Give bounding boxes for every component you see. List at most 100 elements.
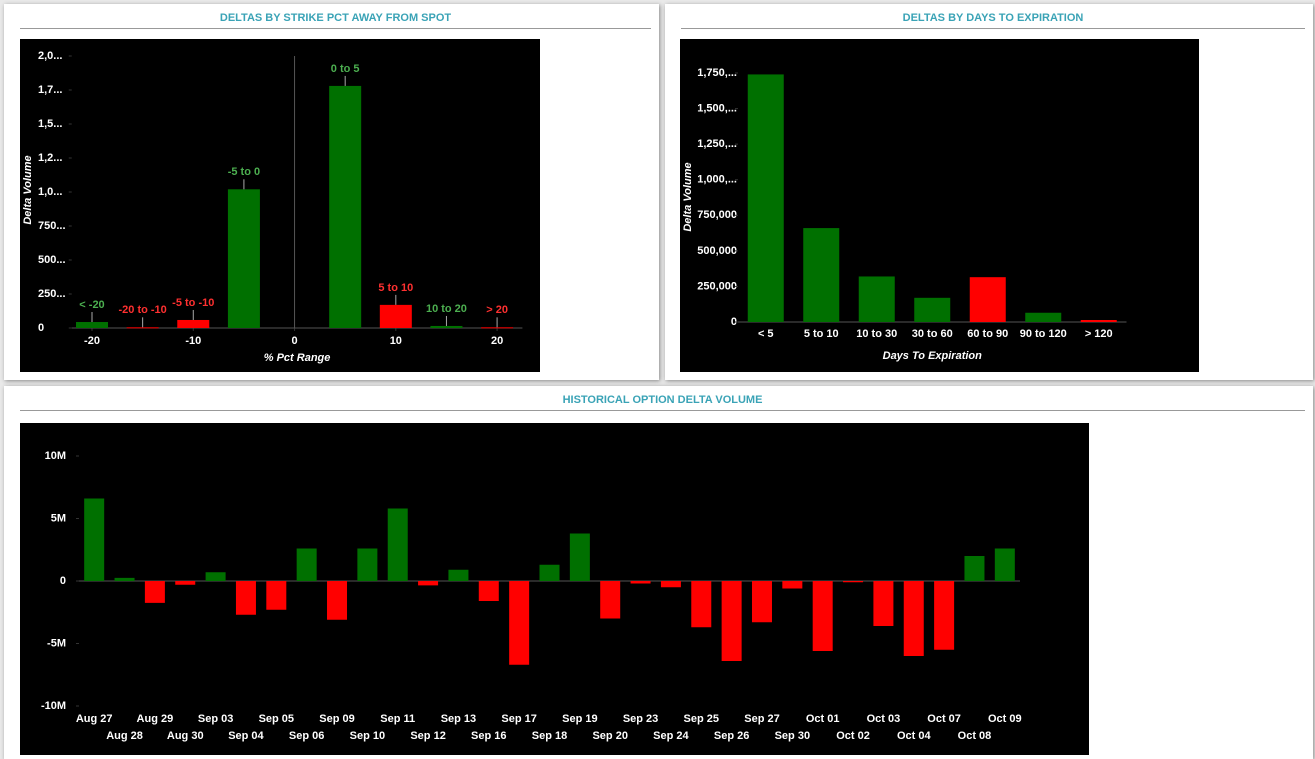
y-tick-label: 0 (38, 322, 44, 334)
bar (1080, 320, 1117, 322)
bar (539, 564, 560, 581)
x-tick-label: Sep 11 (380, 713, 415, 725)
bar (478, 581, 499, 601)
bar (903, 581, 924, 656)
y-tick-label: 0 (731, 316, 737, 328)
y-tick-label: 750,000 (697, 209, 737, 221)
bar-label: -5 to -10 (172, 297, 214, 309)
panel: HISTORICAL OPTION DELTA VOLUME -10M -5M 0 5… (4, 386, 1313, 759)
panel-title: DELTAS BY DAYS TO EXPIRATION (681, 12, 1305, 29)
bar (175, 581, 196, 585)
bar (235, 581, 256, 615)
bar (481, 327, 514, 329)
x-tick-label: Sep 09 (319, 713, 354, 725)
x-tick-label: Sep 05 (259, 713, 294, 725)
bar (144, 581, 165, 603)
bar-label: 5 to 10 (378, 282, 413, 294)
x-tick-label: Oct 03 (867, 713, 901, 725)
x-tick-label: Sep 04 (228, 730, 264, 742)
y-tick-label: 2,0... (38, 50, 62, 62)
x-tick-label: 60 to 90 (967, 328, 1008, 340)
x-tick-label: Oct 01 (806, 713, 840, 725)
x-tick-label: Sep 20 (592, 730, 627, 742)
bar (126, 327, 159, 329)
y-tick-label: -5M (47, 637, 66, 649)
bar (84, 498, 105, 581)
bar (721, 581, 742, 661)
y-tick-label: 500... (38, 254, 66, 266)
x-tick-label: 10 to 30 (856, 328, 897, 340)
bar-label: 0 to 5 (331, 63, 360, 75)
bar (76, 322, 109, 328)
bar (177, 319, 210, 328)
x-tick-label: Sep 23 (623, 713, 658, 725)
y-tick-label: 250,000 (697, 280, 737, 292)
x-tick-label: Aug 30 (167, 730, 204, 742)
bar (747, 74, 784, 322)
y-axis-title: Delta Volume (22, 155, 34, 224)
y-tick-label: 10M (45, 450, 66, 462)
y-tick-label: 1,0... (38, 186, 62, 198)
y-tick-label: 500,000 (697, 245, 737, 257)
x-tick-label: Oct 08 (958, 730, 992, 742)
bar (934, 581, 955, 650)
bar (327, 581, 348, 620)
x-tick-label: Sep 24 (653, 730, 689, 742)
y-tick-label: 0 (60, 575, 66, 587)
bar-label: > 20 (486, 304, 508, 316)
bar-label: 10 to 20 (426, 303, 467, 315)
bar (873, 581, 894, 626)
x-tick-label: Sep 19 (562, 713, 597, 725)
bar-label: -5 to 0 (228, 166, 260, 178)
x-tick-label: 5 to 10 (804, 328, 839, 340)
x-tick-label: Sep 26 (714, 730, 749, 742)
panel-title: HISTORICAL OPTION DELTA VOLUME (20, 394, 1305, 411)
bar (660, 581, 681, 588)
bar (509, 581, 530, 665)
panel-title: DELTAS BY STRIKE PCT AWAY FROM SPOT (20, 12, 651, 29)
x-tick-label: Oct 07 (927, 713, 961, 725)
bar-label: -20 to -10 (118, 304, 166, 316)
y-tick-label: 1,250,... (697, 138, 737, 150)
x-tick-label: Sep 17 (501, 713, 536, 725)
y-tick-label: 1,2... (38, 152, 62, 164)
x-tick-label: Sep 30 (775, 730, 810, 742)
bar (630, 581, 651, 584)
bar (994, 548, 1015, 581)
x-tick-label: 10 (390, 335, 402, 347)
bar (843, 581, 864, 583)
y-tick-label: -10M (41, 700, 66, 712)
y-tick-label: 1,500,... (697, 102, 737, 114)
bar (205, 572, 226, 581)
bar (803, 228, 840, 322)
x-tick-label: Aug 27 (76, 713, 113, 725)
x-tick-label: Sep 10 (350, 730, 385, 742)
bar (782, 581, 803, 589)
bar (448, 569, 469, 581)
x-tick-label: Aug 29 (137, 713, 174, 725)
chart: 0 250... 500... 750... 1,0... 1,2... 1,5... 1,7… (20, 39, 540, 372)
x-tick-label: 30 to 60 (912, 328, 953, 340)
bar (751, 581, 772, 623)
x-tick-label: Aug 28 (106, 730, 143, 742)
bar (266, 581, 287, 610)
bar-label: < -20 (79, 299, 104, 311)
x-tick-label: Sep 03 (198, 713, 233, 725)
y-tick-label: 750... (38, 220, 66, 232)
y-tick-label: 5M (51, 512, 66, 524)
panel: DELTAS BY DAYS TO EXPIRATION 0 250,000 500… (665, 4, 1313, 380)
bar (691, 581, 712, 628)
x-tick-label: > 120 (1085, 328, 1113, 340)
x-tick-label: Sep 13 (441, 713, 476, 725)
x-tick-label: Sep 25 (684, 713, 719, 725)
bar (969, 277, 1006, 322)
y-tick-label: 1,000,... (697, 174, 737, 186)
x-tick-label: -20 (84, 335, 100, 347)
x-tick-label: Oct 02 (836, 730, 870, 742)
y-tick-label: 1,7... (38, 84, 62, 96)
x-tick-label: -10 (185, 335, 201, 347)
bar (569, 533, 590, 581)
y-axis-title: Delta Volume (682, 162, 694, 231)
bar (387, 508, 408, 581)
